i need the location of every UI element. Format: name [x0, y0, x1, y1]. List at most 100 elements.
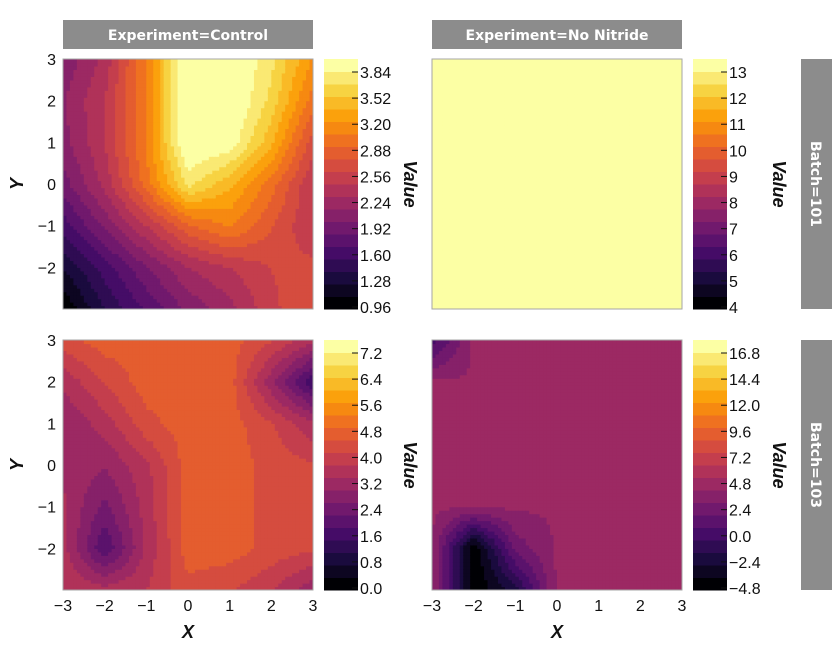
- contour-cell: [236, 166, 241, 171]
- contour-cell: [240, 149, 245, 154]
- contour-cell: [198, 208, 203, 213]
- contour-cell: [135, 166, 140, 171]
- contour-cell: [125, 253, 130, 258]
- contour-cell: [226, 156, 231, 161]
- contour-cell: [243, 201, 248, 206]
- contour-cell: [160, 239, 165, 244]
- contour-cell: [87, 225, 92, 230]
- contour-cell: [163, 111, 168, 116]
- contour-cell: [229, 166, 234, 171]
- contour-cell: [83, 249, 88, 255]
- contour-cell: [226, 190, 231, 196]
- contour-cell: [274, 274, 279, 279]
- contour-cell: [174, 170, 179, 175]
- contour-cell: [135, 184, 140, 189]
- contour-cell: [233, 65, 238, 71]
- contour-cell: [80, 128, 85, 133]
- contour-cell: [139, 72, 144, 77]
- contour-cell: [285, 159, 290, 164]
- contour-cell: [212, 236, 217, 241]
- contour-cell: [128, 190, 134, 196]
- contour-cell: [69, 190, 75, 196]
- contour-cell: [97, 295, 102, 300]
- contour-cell: [292, 256, 297, 261]
- contour-cell: [260, 128, 265, 133]
- contour-cell: [208, 298, 213, 303]
- contour-cell: [167, 83, 172, 88]
- contour-cell: [135, 291, 140, 296]
- contour-cell: [198, 288, 203, 293]
- contour-cell: [87, 69, 92, 74]
- contour-cell: [97, 163, 102, 168]
- contour-cell: [191, 281, 196, 286]
- contour-cell: [257, 249, 262, 255]
- contour-cell: [285, 256, 290, 261]
- contour-cell: [250, 281, 255, 286]
- contour-cell: [236, 79, 241, 84]
- contour-cell: [253, 59, 259, 64]
- contour-cell: [299, 243, 304, 248]
- contour-cell: [174, 152, 179, 157]
- contour-cell: [149, 187, 154, 192]
- contour-cell: [146, 211, 151, 216]
- contour-cell: [135, 124, 140, 130]
- contour-cell: [101, 256, 106, 261]
- contour-cell: [250, 232, 255, 237]
- contour-cell: [278, 274, 283, 279]
- contour-cell: [101, 211, 106, 216]
- contour-cell: [111, 142, 116, 147]
- contour-cell: [156, 166, 161, 171]
- contour-cell: [292, 65, 297, 71]
- contour-cell: [243, 187, 248, 192]
- contour-cell: [69, 184, 75, 189]
- contour-cell: [163, 295, 168, 300]
- contour-cell: [160, 180, 165, 185]
- contour-cell: [302, 263, 307, 268]
- contour-cell: [160, 62, 165, 67]
- contour-cell: [295, 208, 300, 213]
- contour-cell: [153, 184, 158, 189]
- contour-cell: [149, 277, 154, 282]
- contour-cell: [201, 111, 206, 116]
- contour-cell: [128, 83, 134, 88]
- contour-cell: [174, 229, 179, 234]
- contour-cell: [295, 97, 300, 102]
- contour-cell: [285, 131, 290, 136]
- contour-cell: [201, 149, 206, 154]
- contour-cell: [201, 263, 206, 268]
- contour-cell: [146, 79, 151, 84]
- contour-cell: [247, 302, 252, 307]
- contour-cell: [295, 284, 300, 289]
- contour-cell: [191, 232, 196, 237]
- contour-cell: [66, 180, 71, 185]
- contour-cell: [274, 145, 279, 150]
- contour-cell: [125, 90, 130, 95]
- contour-cell: [139, 124, 144, 130]
- contour-cell: [288, 274, 293, 279]
- contour-cell: [260, 284, 265, 289]
- contour-cell: [253, 131, 259, 136]
- contour-cell: [219, 111, 224, 116]
- contour-cell: [188, 107, 193, 112]
- contour-cell: [76, 86, 81, 91]
- contour-cell: [278, 201, 283, 206]
- contour-cell: [274, 142, 279, 147]
- contour-cell: [243, 270, 248, 275]
- contour-cell: [188, 288, 193, 293]
- contour-cell: [226, 97, 231, 102]
- contour-cell: [108, 284, 113, 289]
- contour-cell: [139, 152, 144, 157]
- contour-cell: [146, 190, 151, 196]
- contour-cell: [198, 277, 203, 282]
- contour-cell: [278, 249, 283, 255]
- contour-cell: [108, 111, 113, 116]
- contour-cell: [274, 298, 279, 303]
- contour-cell: [302, 302, 307, 307]
- contour-cell: [208, 83, 213, 88]
- contour-cell: [118, 86, 123, 91]
- contour-cell: [177, 253, 182, 258]
- contour-cell: [69, 246, 75, 251]
- contour-cell: [292, 249, 297, 255]
- contour-cell: [115, 281, 120, 286]
- contour-cell: [247, 190, 252, 196]
